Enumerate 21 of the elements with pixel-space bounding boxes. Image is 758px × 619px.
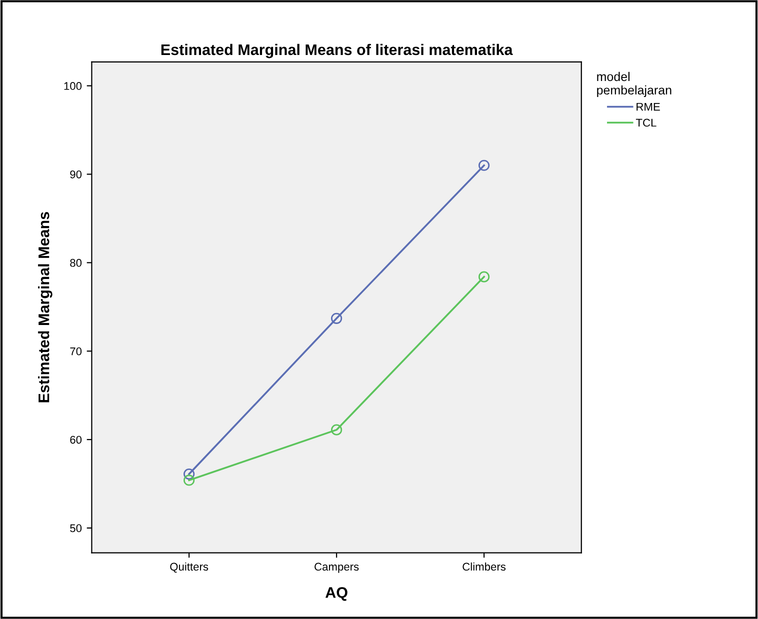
x-axis-title: AQ bbox=[325, 587, 348, 601]
point bbox=[478, 271, 490, 282]
chart-title: Estimated Marginal Means of literasi matematika bbox=[161, 44, 513, 58]
point bbox=[184, 468, 195, 480]
x-tick-label: Campers bbox=[314, 562, 359, 573]
y-axis-title: Estimated Marginal Means bbox=[38, 212, 52, 402]
y-tick-label: 90 bbox=[70, 170, 82, 178]
point bbox=[330, 424, 342, 436]
y-tick-label: 80 bbox=[70, 258, 82, 267]
y-tick-label: 50 bbox=[70, 524, 82, 532]
legend-label: RME bbox=[636, 102, 660, 111]
y-tick-label: 70 bbox=[70, 347, 82, 356]
legend-label: TCL bbox=[636, 118, 656, 127]
y-tick-label: 100 bbox=[64, 82, 82, 90]
y-tick-label: 60 bbox=[70, 436, 82, 444]
legend-title: model pembelajaran bbox=[597, 72, 672, 98]
x-tick-label: Climbers bbox=[462, 562, 506, 571]
x-tick-label: Quitters bbox=[170, 562, 208, 573]
point bbox=[478, 160, 490, 171]
point bbox=[330, 312, 342, 324]
point bbox=[184, 474, 195, 486]
